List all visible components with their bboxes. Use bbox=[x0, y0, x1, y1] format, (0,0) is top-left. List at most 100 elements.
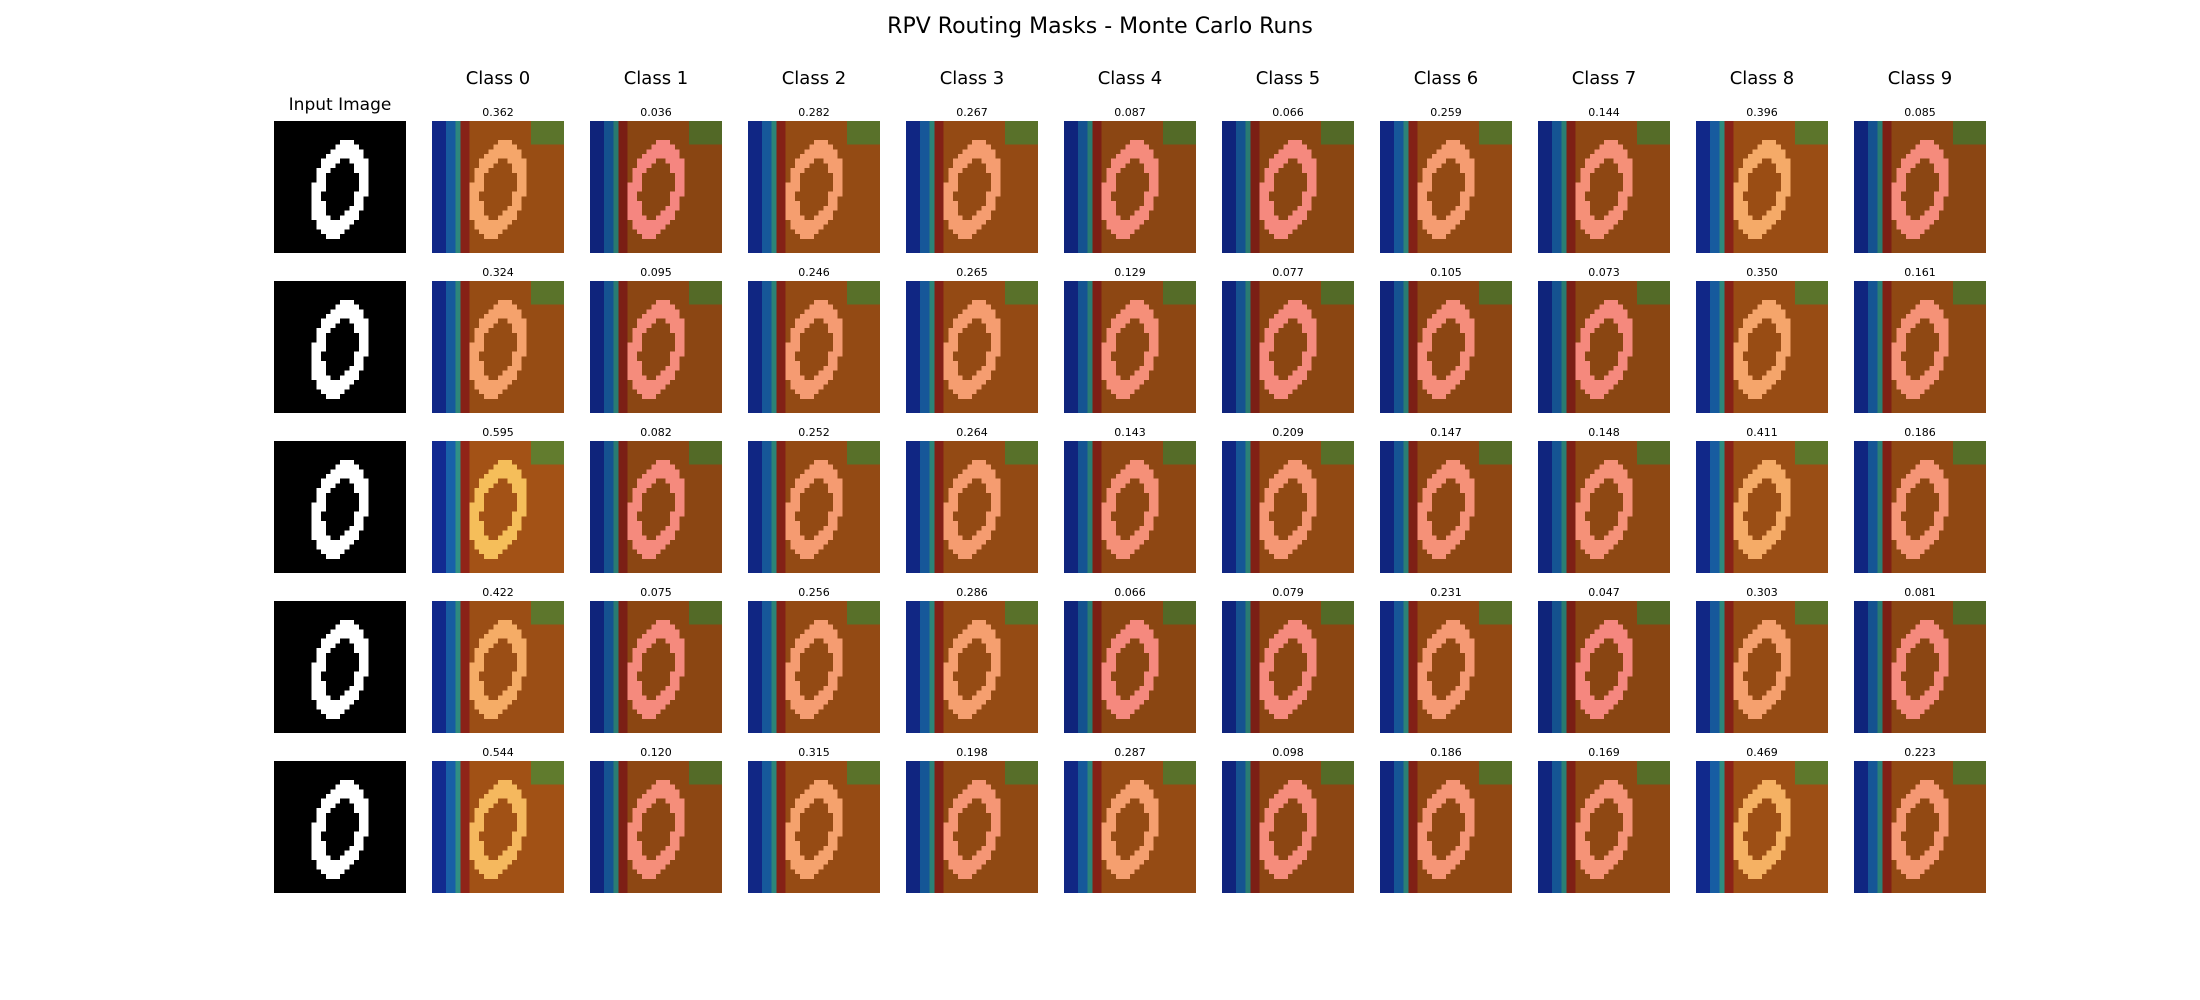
mask-value-run-2-class-5: 0.209 bbox=[1222, 426, 1354, 439]
routing-mask-run-4-class-7 bbox=[1538, 761, 1670, 893]
mask-value-run-1-class-6: 0.105 bbox=[1380, 266, 1512, 279]
mask-value-run-0-class-9: 0.085 bbox=[1854, 106, 1986, 119]
mask-value-run-4-class-4: 0.287 bbox=[1064, 746, 1196, 759]
class-header-1: Class 1 bbox=[590, 68, 722, 89]
input-image-run-0 bbox=[274, 121, 406, 253]
mask-value-run-3-class-8: 0.303 bbox=[1696, 586, 1828, 599]
routing-mask-run-1-class-9 bbox=[1854, 281, 1986, 413]
mask-value-run-2-class-9: 0.186 bbox=[1854, 426, 1986, 439]
routing-mask-run-2-class-6 bbox=[1380, 441, 1512, 573]
routing-mask-run-3-class-3 bbox=[906, 601, 1038, 733]
class-header-3: Class 3 bbox=[906, 68, 1038, 89]
input-image-run-4 bbox=[274, 761, 406, 893]
routing-mask-run-3-class-1 bbox=[590, 601, 722, 733]
input-image-run-1 bbox=[274, 281, 406, 413]
routing-mask-run-1-class-3 bbox=[906, 281, 1038, 413]
mask-value-run-3-class-2: 0.256 bbox=[748, 586, 880, 599]
routing-mask-run-3-class-5 bbox=[1222, 601, 1354, 733]
routing-mask-run-3-class-2 bbox=[748, 601, 880, 733]
mask-value-run-3-class-3: 0.286 bbox=[906, 586, 1038, 599]
class-header-9: Class 9 bbox=[1854, 68, 1986, 89]
mask-value-run-1-class-2: 0.246 bbox=[748, 266, 880, 279]
mask-value-run-0-class-7: 0.144 bbox=[1538, 106, 1670, 119]
mask-value-run-1-class-9: 0.161 bbox=[1854, 266, 1986, 279]
class-header-4: Class 4 bbox=[1064, 68, 1196, 89]
mask-value-run-4-class-3: 0.198 bbox=[906, 746, 1038, 759]
routing-mask-run-4-class-4 bbox=[1064, 761, 1196, 893]
routing-mask-run-1-class-2 bbox=[748, 281, 880, 413]
mask-value-run-4-class-6: 0.186 bbox=[1380, 746, 1512, 759]
routing-mask-run-2-class-7 bbox=[1538, 441, 1670, 573]
input-image-run-3 bbox=[274, 601, 406, 733]
mask-value-run-2-class-4: 0.143 bbox=[1064, 426, 1196, 439]
routing-mask-run-0-class-9 bbox=[1854, 121, 1986, 253]
routing-mask-run-0-class-0 bbox=[432, 121, 564, 253]
routing-mask-run-3-class-7 bbox=[1538, 601, 1670, 733]
class-header-2: Class 2 bbox=[748, 68, 880, 89]
mask-value-run-1-class-1: 0.095 bbox=[590, 266, 722, 279]
routing-mask-run-1-class-0 bbox=[432, 281, 564, 413]
mask-value-run-3-class-4: 0.066 bbox=[1064, 586, 1196, 599]
routing-mask-run-2-class-8 bbox=[1696, 441, 1828, 573]
mask-value-run-2-class-3: 0.264 bbox=[906, 426, 1038, 439]
mask-value-run-1-class-0: 0.324 bbox=[432, 266, 564, 279]
routing-mask-run-0-class-1 bbox=[590, 121, 722, 253]
routing-mask-run-2-class-4 bbox=[1064, 441, 1196, 573]
mask-value-run-0-class-6: 0.259 bbox=[1380, 106, 1512, 119]
class-header-7: Class 7 bbox=[1538, 68, 1670, 89]
routing-mask-run-4-class-2 bbox=[748, 761, 880, 893]
class-header-6: Class 6 bbox=[1380, 68, 1512, 89]
routing-mask-run-3-class-0 bbox=[432, 601, 564, 733]
mask-value-run-1-class-4: 0.129 bbox=[1064, 266, 1196, 279]
mask-value-run-3-class-0: 0.422 bbox=[432, 586, 564, 599]
routing-mask-run-1-class-7 bbox=[1538, 281, 1670, 413]
routing-mask-run-4-class-0 bbox=[432, 761, 564, 893]
routing-mask-run-1-class-5 bbox=[1222, 281, 1354, 413]
mask-value-run-4-class-8: 0.469 bbox=[1696, 746, 1828, 759]
routing-mask-run-2-class-2 bbox=[748, 441, 880, 573]
routing-mask-run-1-class-4 bbox=[1064, 281, 1196, 413]
routing-mask-run-2-class-9 bbox=[1854, 441, 1986, 573]
class-header-0: Class 0 bbox=[432, 68, 564, 89]
mask-value-run-4-class-5: 0.098 bbox=[1222, 746, 1354, 759]
mask-value-run-3-class-5: 0.079 bbox=[1222, 586, 1354, 599]
routing-mask-run-4-class-6 bbox=[1380, 761, 1512, 893]
mask-value-run-0-class-5: 0.066 bbox=[1222, 106, 1354, 119]
mask-value-run-1-class-8: 0.350 bbox=[1696, 266, 1828, 279]
input-image-header: Input Image bbox=[274, 95, 406, 115]
mask-value-run-2-class-1: 0.082 bbox=[590, 426, 722, 439]
routing-mask-run-3-class-8 bbox=[1696, 601, 1828, 733]
mask-value-run-1-class-5: 0.077 bbox=[1222, 266, 1354, 279]
mask-value-run-4-class-9: 0.223 bbox=[1854, 746, 1986, 759]
mask-value-run-2-class-0: 0.595 bbox=[432, 426, 564, 439]
routing-mask-run-4-class-9 bbox=[1854, 761, 1986, 893]
mask-value-run-3-class-7: 0.047 bbox=[1538, 586, 1670, 599]
mask-value-run-2-class-7: 0.148 bbox=[1538, 426, 1670, 439]
class-header-8: Class 8 bbox=[1696, 68, 1828, 89]
mask-value-run-3-class-1: 0.075 bbox=[590, 586, 722, 599]
mask-value-run-0-class-2: 0.282 bbox=[748, 106, 880, 119]
routing-mask-run-4-class-1 bbox=[590, 761, 722, 893]
mask-value-run-4-class-2: 0.315 bbox=[748, 746, 880, 759]
routing-mask-run-2-class-5 bbox=[1222, 441, 1354, 573]
routing-mask-run-0-class-3 bbox=[906, 121, 1038, 253]
routing-mask-run-0-class-6 bbox=[1380, 121, 1512, 253]
mask-value-run-0-class-4: 0.087 bbox=[1064, 106, 1196, 119]
routing-mask-run-4-class-5 bbox=[1222, 761, 1354, 893]
mask-value-run-4-class-1: 0.120 bbox=[590, 746, 722, 759]
mask-value-run-0-class-3: 0.267 bbox=[906, 106, 1038, 119]
mask-value-run-3-class-9: 0.081 bbox=[1854, 586, 1986, 599]
routing-mask-run-3-class-9 bbox=[1854, 601, 1986, 733]
routing-mask-run-2-class-1 bbox=[590, 441, 722, 573]
routing-mask-run-3-class-6 bbox=[1380, 601, 1512, 733]
routing-mask-run-2-class-0 bbox=[432, 441, 564, 573]
routing-mask-run-2-class-3 bbox=[906, 441, 1038, 573]
mask-value-run-0-class-8: 0.396 bbox=[1696, 106, 1828, 119]
routing-mask-run-3-class-4 bbox=[1064, 601, 1196, 733]
routing-mask-run-0-class-5 bbox=[1222, 121, 1354, 253]
mask-value-run-2-class-6: 0.147 bbox=[1380, 426, 1512, 439]
routing-mask-run-1-class-8 bbox=[1696, 281, 1828, 413]
mask-value-run-0-class-1: 0.036 bbox=[590, 106, 722, 119]
mask-value-run-0-class-0: 0.362 bbox=[432, 106, 564, 119]
